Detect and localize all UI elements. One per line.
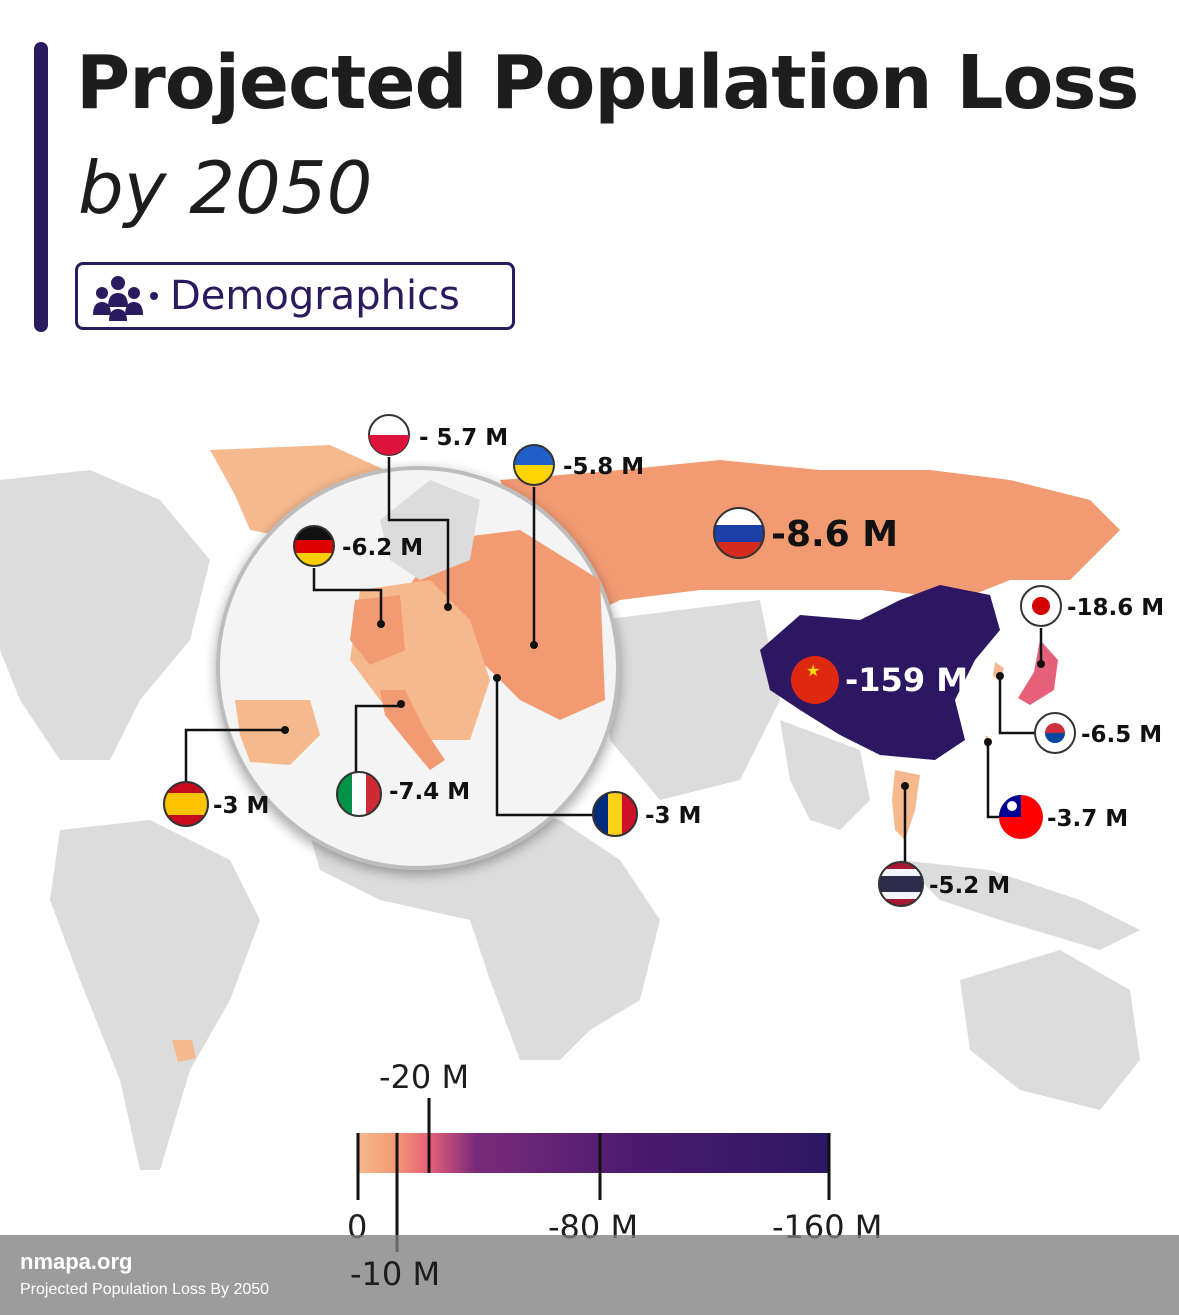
china-region [760,585,1000,760]
tag-separator-dot [150,292,158,300]
italy-flag-icon [336,771,382,817]
germany-flag-icon [293,525,335,567]
eastern-europe-region [400,530,605,720]
germany-region [350,595,405,665]
china-value-label: -159 M [845,661,968,699]
south-asia-landmass [780,720,870,830]
russia-flag-icon [713,507,765,559]
footer-site[interactable]: nmapa.org [20,1249,133,1274]
accent-bar [34,42,48,332]
russia-value-label: -8.6 M [771,514,898,555]
indonesia-landmass [900,860,1140,950]
italy-value-label: -7.4 M [389,779,470,805]
ukraine-flag-icon [513,444,555,486]
poland-flag-icon [368,414,410,456]
south-korea-value-label: -6.5 M [1081,722,1162,748]
taiwan-flag-icon [999,795,1043,839]
south-america-landmass [50,820,260,1170]
legend-label-20: -20 M [379,1058,469,1096]
people-group-icon [93,276,143,321]
spain-region [235,700,320,765]
svg-text:★: ★ [806,661,820,680]
russia-region [500,460,1120,620]
japan-value-label: -18.6 M [1067,595,1164,621]
south-korea-flag-icon [1034,712,1076,754]
scandinavia-region [380,480,480,580]
thailand-flag-icon [878,861,924,907]
north-america-landmass [0,470,210,760]
leader-lines [184,457,1043,862]
italy-region [380,690,445,770]
uruguay-region [172,1040,196,1062]
australia-landmass [960,950,1140,1110]
page-subtitle: by 2050 [78,146,373,230]
leader-dots [281,603,1045,790]
legend-scale: -20 M 0 -80 M -160 M [347,1058,882,1252]
footer-bar: nmapa.org Projected Population Loss By 2… [0,1235,1179,1315]
poland-value-label: - 5.7 M [419,425,508,451]
middle-east-landmass [600,600,780,800]
japan-flag-icon [1020,585,1062,627]
romania-flag-icon [592,791,638,837]
thailand-value-label: -5.2 M [929,873,1010,899]
page-title: Projected Population Loss [76,40,1139,126]
spain-value-label: -3 M [213,793,269,819]
tag-label: Demographics [170,273,460,319]
ukraine-value-label: -5.8 M [563,454,644,480]
china-flag-icon: ★ [791,656,839,704]
category-tag[interactable]: Demographics [75,262,515,330]
germany-value-label: -6.2 M [342,535,423,561]
legend-gradient-bar [358,1133,829,1173]
footer-caption: Projected Population Loss By 2050 [20,1281,270,1298]
romania-value-label: -3 M [645,803,701,829]
spain-flag-icon [163,781,209,827]
japan-region [1018,640,1058,705]
taiwan-value-label: -3.7 M [1047,806,1128,832]
